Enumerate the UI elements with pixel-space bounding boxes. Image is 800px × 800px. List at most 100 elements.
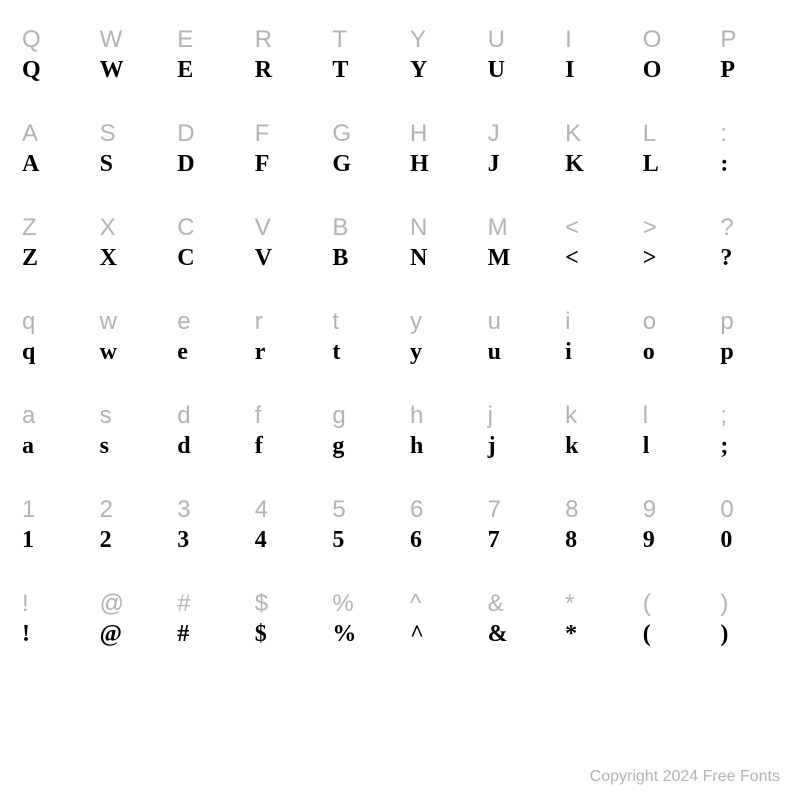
reference-glyph: G [322,112,400,150]
reference-glyph: U [478,18,556,56]
reference-glyph: f [245,394,323,432]
reference-glyph: 5 [322,488,400,526]
reference-glyph: t [322,300,400,338]
sample-glyph: @ [90,620,168,654]
reference-glyph: o [633,300,711,338]
sample-glyph: < [555,244,633,278]
reference-glyph: ; [710,394,788,432]
reference-glyph: e [167,300,245,338]
sample-glyph: L [633,150,711,184]
sample-glyph: O [633,56,711,90]
sample-glyph: ^ [400,620,478,654]
sample-glyph: u [478,338,556,372]
reference-glyph: g [322,394,400,432]
sample-glyph: ? [710,244,788,278]
sample-glyph: ) [710,620,788,654]
reference-glyph: J [478,112,556,150]
sample-glyph: 5 [322,526,400,560]
reference-glyph: E [167,18,245,56]
sample-glyph: N [400,244,478,278]
reference-glyph: K [555,112,633,150]
sample-glyph: ( [633,620,711,654]
reference-glyph: ^ [400,582,478,620]
reference-glyph: R [245,18,323,56]
sample-row: 1234567890 [12,526,788,560]
glyph-row-pair: QWERTYUIOPQWERTYUIOP [12,18,788,90]
reference-row: qwertyuiop [12,300,788,338]
reference-glyph: i [555,300,633,338]
sample-glyph: & [478,620,556,654]
sample-glyph: 6 [400,526,478,560]
sample-glyph: V [245,244,323,278]
sample-glyph: W [90,56,168,90]
sample-glyph: g [322,432,400,466]
reference-glyph: @ [90,582,168,620]
sample-glyph: K [555,150,633,184]
sample-glyph: D [167,150,245,184]
reference-glyph: l [633,394,711,432]
reference-glyph: B [322,206,400,244]
sample-glyph: i [555,338,633,372]
sample-glyph: 0 [710,526,788,560]
sample-glyph: I [555,56,633,90]
sample-glyph: w [90,338,168,372]
reference-glyph: ? [710,206,788,244]
reference-glyph: * [555,582,633,620]
reference-glyph: 2 [90,488,168,526]
sample-glyph: o [633,338,711,372]
sample-glyph: ! [12,620,90,654]
reference-glyph: j [478,394,556,432]
reference-glyph: V [245,206,323,244]
sample-glyph: f [245,432,323,466]
glyph-row-pair: 12345678901234567890 [12,488,788,560]
sample-glyph: ; [710,432,788,466]
sample-glyph: S [90,150,168,184]
reference-glyph: u [478,300,556,338]
reference-glyph: > [633,206,711,244]
sample-row: ZXCVBNM<>? [12,244,788,278]
glyph-row-pair: asdfghjkl;asdfghjkl; [12,394,788,466]
reference-glyph: D [167,112,245,150]
reference-glyph: < [555,206,633,244]
reference-row: !@#$%^&*() [12,582,788,620]
sample-glyph: e [167,338,245,372]
sample-glyph: a [12,432,90,466]
reference-glyph: I [555,18,633,56]
reference-glyph: a [12,394,90,432]
sample-glyph: J [478,150,556,184]
reference-glyph: d [167,394,245,432]
sample-glyph: * [555,620,633,654]
sample-glyph: r [245,338,323,372]
reference-row: 1234567890 [12,488,788,526]
glyph-row-pair: !@#$%^&*()!@#$%^&*() [12,582,788,654]
glyph-row-pair: qwertyuiopqwertyuiop [12,300,788,372]
sample-glyph: 3 [167,526,245,560]
reference-glyph: A [12,112,90,150]
sample-glyph: j [478,432,556,466]
sample-glyph: Y [400,56,478,90]
glyph-row-pair: ASDFGHJKL:ASDFGHJKL: [12,112,788,184]
sample-glyph: l [633,432,711,466]
sample-glyph: 9 [633,526,711,560]
sample-glyph: h [400,432,478,466]
reference-row: asdfghjkl; [12,394,788,432]
reference-glyph: O [633,18,711,56]
reference-glyph: ! [12,582,90,620]
sample-glyph: U [478,56,556,90]
sample-glyph: > [633,244,711,278]
sample-glyph: $ [245,620,323,654]
copyright-text: Copyright 2024 Free Fonts [590,768,780,786]
reference-glyph: N [400,206,478,244]
sample-glyph: Z [12,244,90,278]
sample-glyph: y [400,338,478,372]
reference-glyph: 4 [245,488,323,526]
reference-glyph: 1 [12,488,90,526]
reference-glyph: Q [12,18,90,56]
reference-glyph: 3 [167,488,245,526]
sample-glyph: E [167,56,245,90]
reference-glyph: k [555,394,633,432]
reference-glyph: 9 [633,488,711,526]
reference-glyph: P [710,18,788,56]
sample-glyph: H [400,150,478,184]
sample-glyph: p [710,338,788,372]
